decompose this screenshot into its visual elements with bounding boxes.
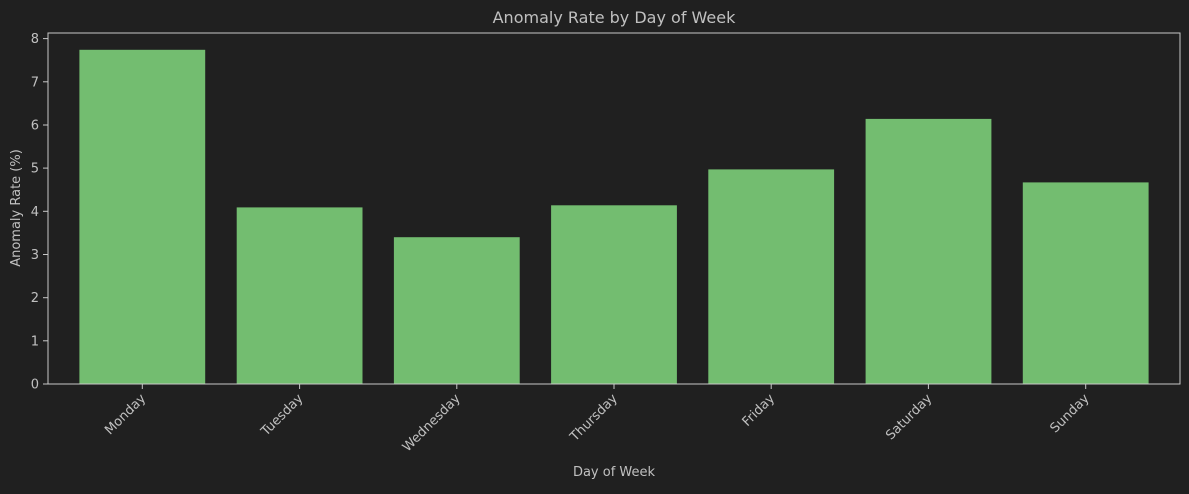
bar-tuesday	[236, 207, 363, 384]
y-axis-label: Anomaly Rate (%)	[9, 149, 24, 267]
y-tick-label: 5	[31, 162, 39, 177]
y-tick-label: 8	[31, 32, 39, 47]
bar-wednesday	[393, 237, 520, 384]
y-tick-label: 1	[31, 334, 39, 349]
x-axis-label: Day of Week	[573, 465, 656, 480]
bar-saturday	[865, 118, 992, 385]
bars-group	[79, 49, 1149, 385]
chart-title: Anomaly Rate by Day of Week	[493, 8, 737, 27]
y-tick-label: 6	[31, 119, 39, 134]
y-tick-label: 3	[31, 248, 39, 263]
y-axis-ticks: 0 1 2 3 4 5 6 7 8	[31, 32, 48, 393]
y-tick-label: 4	[31, 205, 39, 220]
bar-monday	[79, 49, 206, 385]
bar-sunday	[1022, 182, 1149, 384]
y-tick-label: 2	[31, 291, 39, 306]
bar-friday	[708, 169, 835, 384]
y-tick-label: 0	[31, 378, 39, 393]
y-tick-label: 7	[31, 75, 39, 90]
bar-thursday	[551, 205, 677, 384]
